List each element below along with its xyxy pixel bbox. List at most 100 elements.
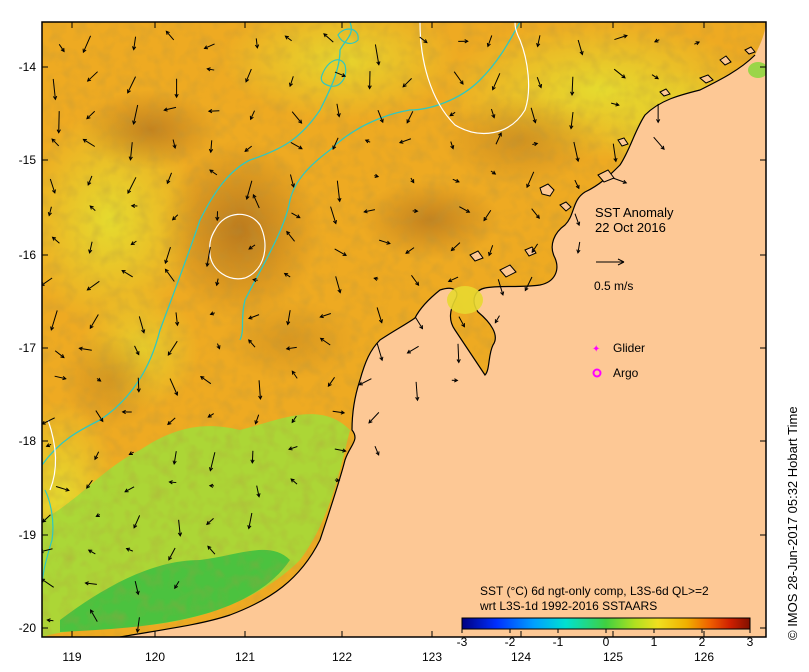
- velocity-arrowhead: [133, 524, 138, 529]
- velocity-arrow: [334, 248, 347, 256]
- velocity-arrow: [258, 380, 261, 399]
- velocity-arrow: [368, 412, 380, 424]
- velocity-arrowhead: [132, 46, 137, 51]
- velocity-arrow: [248, 512, 253, 529]
- velocity-arrowhead: [249, 115, 254, 121]
- velocity-arrow: [173, 451, 177, 465]
- velocity-arrow: [492, 73, 501, 90]
- velocity-arrowhead: [414, 208, 419, 214]
- velocity-arrowhead: [207, 109, 213, 114]
- velocity-arrowhead: [130, 241, 135, 246]
- velocity-arrow: [244, 145, 253, 152]
- velocity-arrowhead: [132, 120, 137, 125]
- velocity-arrow: [127, 177, 137, 194]
- velocity-arrowhead: [216, 345, 221, 350]
- velocity-arrowhead: [576, 221, 581, 227]
- velocity-arrow: [332, 410, 345, 414]
- velocity-arrowhead: [402, 83, 407, 88]
- velocity-arrow: [451, 242, 461, 251]
- velocity-arrow: [121, 270, 133, 278]
- velocity-arrowhead: [168, 480, 173, 485]
- velocity-arrow: [246, 180, 253, 200]
- velocity-arrow: [415, 381, 418, 401]
- velocity-arrowhead: [337, 197, 342, 203]
- velocity-arrow: [89, 314, 99, 329]
- velocity-vectors: [42, 30, 701, 634]
- velocity-arrowhead: [250, 459, 255, 464]
- velocity-arrow: [291, 370, 298, 379]
- velocity-arrowhead: [245, 78, 250, 83]
- velocity-arrow: [138, 316, 145, 333]
- velocity-arrowhead: [247, 315, 253, 320]
- velocity-arrow: [287, 310, 291, 325]
- y-tick-label: -19: [19, 528, 37, 542]
- velocity-arrowhead: [135, 628, 140, 634]
- velocity-arrowhead: [423, 39, 428, 44]
- velocity-arrowhead: [538, 83, 543, 89]
- velocity-arrow: [175, 312, 178, 326]
- velocity-arrowhead: [459, 80, 464, 85]
- velocity-arrow: [399, 138, 412, 144]
- velocity-arrow: [164, 106, 177, 111]
- velocity-arrowhead: [332, 145, 337, 150]
- velocity-arrowhead: [335, 478, 341, 483]
- velocity-arrow: [327, 377, 335, 387]
- velocity-arrow: [653, 136, 665, 150]
- colorbar-tick-label: 0: [603, 635, 610, 649]
- velocity-arrow: [94, 451, 100, 460]
- velocity-arrow: [89, 205, 96, 212]
- map-title-line1: SST Anomaly: [595, 205, 674, 220]
- velocity-arrowhead: [332, 220, 338, 225]
- velocity-arrow: [414, 316, 423, 329]
- velocity-arrow: [376, 343, 383, 361]
- velocity-arrowhead: [368, 419, 373, 424]
- velocity-arrow: [335, 276, 341, 293]
- velocity-arrow: [288, 446, 298, 450]
- velocity-arrowhead: [488, 251, 493, 257]
- velocity-arrowhead: [450, 247, 455, 252]
- velocity-arrow: [207, 68, 215, 71]
- velocity-arrow: [164, 247, 171, 264]
- velocity-arrowhead: [135, 351, 140, 356]
- velocity-arrow: [48, 206, 52, 216]
- y-axis-tick-labels: -14 -15 -16 -17 -18 -19 -20: [19, 60, 37, 635]
- velocity-arrow: [334, 71, 346, 77]
- velocity-arrowhead: [248, 245, 253, 250]
- velocity-arrow: [374, 44, 380, 65]
- velocity-arrow: [332, 137, 339, 150]
- velocity-arrow: [251, 450, 254, 463]
- velocity-arrow: [406, 111, 414, 123]
- velocity-arrowhead: [124, 488, 129, 493]
- isobath-contour: [42, 22, 521, 466]
- velocity-arrowhead: [284, 35, 289, 40]
- velocity-arrowhead: [172, 144, 177, 150]
- argo-legend-label: Argo: [613, 366, 639, 380]
- velocity-arrowhead: [526, 183, 531, 189]
- velocity-arrowhead: [208, 148, 214, 154]
- velocity-arrowhead: [461, 323, 465, 328]
- velocity-arrow: [495, 132, 502, 145]
- velocity-arrow: [573, 141, 579, 162]
- caption-line1: SST (°C) 6d ngt-only comp, L3S-6d QL>=2: [480, 584, 709, 598]
- velocity-arrowhead: [50, 326, 55, 331]
- velocity-arrowhead: [84, 581, 89, 586]
- velocity-arrow: [168, 547, 176, 561]
- velocity-arrow: [574, 179, 580, 189]
- velocity-arrowhead: [127, 89, 131, 94]
- velocity-arrow: [136, 617, 140, 633]
- velocity-arrow: [216, 278, 219, 286]
- velocity-arrowhead: [535, 214, 540, 219]
- velocity-arrow: [52, 78, 56, 100]
- glider-legend-label: Glider: [613, 341, 645, 355]
- velocity-arrowhead: [531, 248, 536, 254]
- velocity-arrow: [207, 545, 216, 555]
- velocity-arrow: [374, 446, 380, 456]
- velocity-arrowhead: [319, 314, 324, 319]
- velocity-arrow: [133, 515, 141, 529]
- map-frame: [41, 21, 767, 638]
- velocity-arrow: [82, 35, 92, 53]
- velocity-arrow: [42, 578, 54, 588]
- velocity-arrowhead: [447, 278, 453, 283]
- velocity-arrowhead: [376, 61, 381, 66]
- velocity-arrowhead: [286, 230, 291, 236]
